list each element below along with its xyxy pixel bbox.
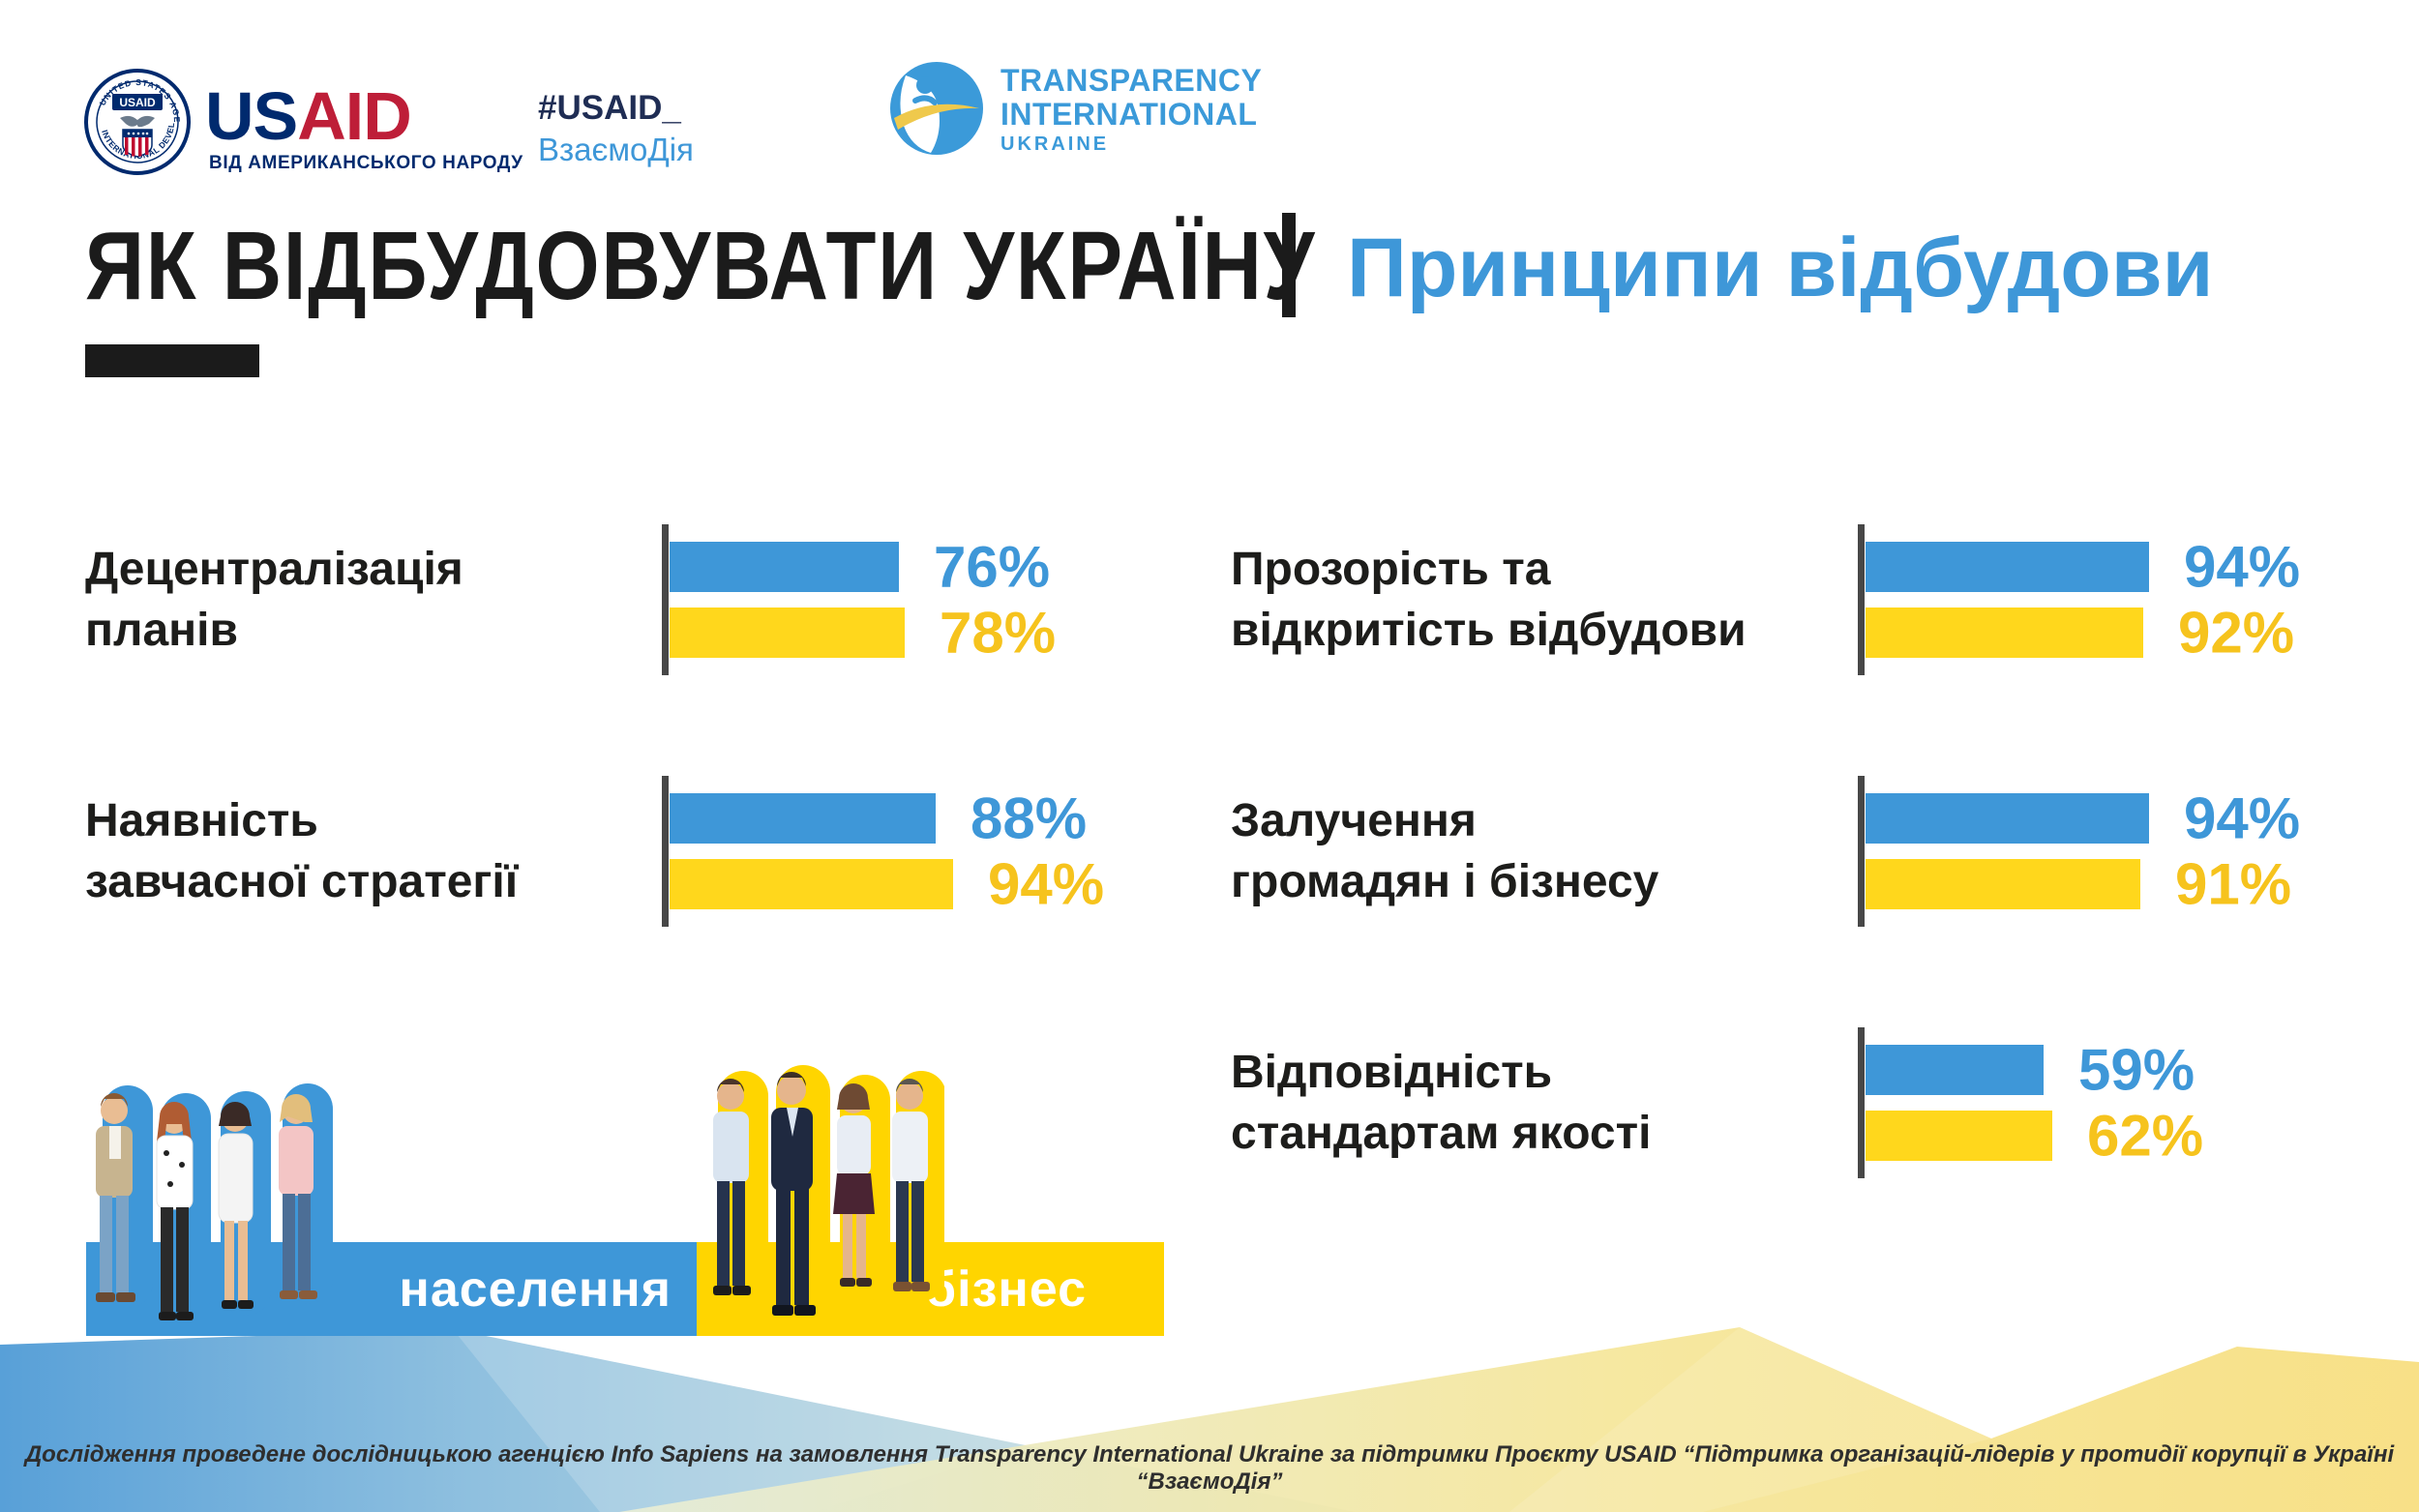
person-business-man-2: [771, 1072, 816, 1316]
bar-business: 92%: [1866, 601, 2294, 666]
footer-note: Дослідження проведене дослідницькою аген…: [24, 1441, 2395, 1495]
bar-population: 59%: [1866, 1038, 2195, 1103]
value-label-business: 94%: [988, 851, 1105, 917]
ti-line1: TRANSPARENCY: [1000, 63, 1263, 98]
person-casual-woman-3: [279, 1094, 317, 1299]
value-label-business: 91%: [2175, 851, 2292, 917]
value-label-population: 94%: [2184, 534, 2301, 600]
yellow-mountains: [619, 1327, 2419, 1512]
bar-pair: 94% 91%: [1866, 786, 2300, 917]
bar-business: 94%: [670, 852, 1104, 917]
chart-group-transparency: Прозорість та відкритість відбудови 94% 9…: [1231, 524, 2349, 675]
category-label: Залучення громадян і бізнесу: [1231, 794, 1659, 907]
bar-pair: 76% 78%: [670, 535, 1056, 666]
person-business-woman: [833, 1083, 875, 1287]
page-subtitle: Принципи відбудови: [1347, 222, 2214, 314]
value-label-business: 92%: [2178, 600, 2295, 666]
person-business-man-1: [713, 1079, 751, 1295]
value-label-business: 78%: [940, 600, 1057, 666]
value-label-population: 94%: [2184, 786, 2301, 851]
person-casual-man: [96, 1093, 135, 1302]
person-casual-woman-2: [218, 1102, 254, 1309]
person-casual-woman-1: [156, 1102, 194, 1320]
business-people-illustration: [713, 1065, 944, 1316]
bar-pair: 59% 62%: [1866, 1038, 2203, 1169]
bar-population: 94%: [1866, 786, 2300, 851]
axis-line: [662, 776, 669, 927]
population-people-illustration: [96, 1083, 333, 1321]
legend-label-population: населення: [399, 1260, 672, 1318]
bar-population: 76%: [670, 535, 1050, 600]
category-label: Децентралізація планів: [85, 543, 463, 656]
transparency-international-globe-icon: [890, 62, 983, 155]
person-business-man-3: [892, 1079, 930, 1291]
value-label-business: 62%: [2087, 1103, 2204, 1169]
value-label-population: 88%: [971, 786, 1088, 851]
usaid-seal-logo: UNITED STATES AGENCY INTERNATIONAL DEVEL…: [83, 68, 191, 175]
category-label: Наявність завчасної стратегії: [85, 794, 519, 907]
usaid-wordmark: USAID: [205, 77, 412, 155]
value-label-population: 59%: [2078, 1037, 2195, 1103]
ti-line2: INTERNATIONAL: [1000, 96, 1258, 132]
bar-business: 78%: [670, 601, 1056, 666]
usaid-hashtag: #USAID_ ВзаємоДія: [538, 87, 694, 169]
category-label: Відповідність стандартам якості: [1231, 1046, 1652, 1159]
title-divider: [1282, 213, 1296, 317]
hashtag-line1: #USAID_: [538, 89, 681, 127]
handshake-icon: [120, 115, 155, 128]
usaid-tagline: ВІД АМЕРИКАНСЬКОГО НАРОДУ: [209, 153, 523, 173]
ti-line3: UKRAINE: [1000, 133, 1110, 156]
chart-group-quality: Відповідність стандартам якості 59% 62%: [1231, 1027, 2349, 1178]
bar-business: 62%: [1866, 1104, 2203, 1169]
transparency-international-wordmark: TRANSPARENCY INTERNATIONAL UKRAINE: [1000, 64, 1262, 156]
chart-group-decentralization: Децентралізація планів 76% 78%: [85, 524, 1153, 675]
axis-line: [662, 524, 669, 675]
chart-group-engagement: Залучення громадян і бізнесу 94% 91%: [1231, 776, 2349, 927]
category-label: Прозорість та відкритість відбудови: [1231, 543, 1747, 656]
bar-population: 88%: [670, 786, 1087, 851]
bar-population: 94%: [1866, 535, 2300, 600]
shield-icon: [122, 129, 153, 158]
page-title: ЯК ВІДБУДОВУВАТИ УКРАЇНУ: [85, 212, 1317, 320]
axis-line: [1858, 776, 1865, 927]
hashtag-line2: ВзаємоДія: [538, 131, 694, 167]
title-underline: [85, 344, 259, 377]
axis-line: [1858, 1027, 1865, 1178]
bar-pair: 94% 92%: [1866, 535, 2300, 666]
bar-pair: 88% 94%: [670, 786, 1104, 917]
bar-business: 91%: [1866, 852, 2291, 917]
usaid-wordmark-aid: AID: [297, 78, 412, 154]
landscape-decoration: [0, 1327, 2419, 1512]
legend-label-business: бізнес: [925, 1260, 1087, 1318]
axis-line: [1858, 524, 1865, 675]
value-label-population: 76%: [934, 534, 1051, 600]
seal-usaid-text: USAID: [119, 96, 156, 109]
chart-group-strategy: Наявність завчасної стратегії 88% 94%: [85, 776, 1153, 927]
usaid-wordmark-us: US: [205, 78, 298, 154]
